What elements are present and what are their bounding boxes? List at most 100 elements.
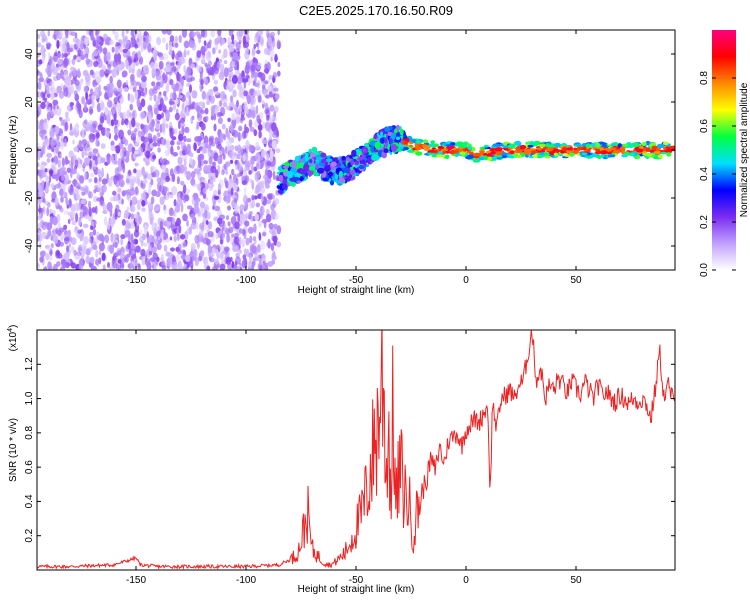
spectrogram-cell	[422, 145, 431, 149]
spectrogram-cell	[150, 178, 154, 186]
spectrogram-cell	[242, 103, 248, 111]
spectrogram-cell	[121, 155, 125, 165]
spectrogram-cell	[103, 216, 107, 226]
colorbar-tick-label: 0.0	[699, 263, 710, 277]
spectrogram-cell	[71, 220, 77, 226]
spectrogram-cell	[269, 150, 274, 160]
spectrogram-cell	[40, 102, 46, 110]
spectrogram-cell	[239, 262, 242, 269]
spectrogram-cell	[147, 113, 153, 122]
spectrogram-cell	[60, 196, 64, 203]
spectrogram-cell	[47, 261, 52, 270]
spectrogram-cell	[52, 216, 58, 226]
spectrogram-cell	[252, 57, 256, 63]
spectrogram-cell	[210, 165, 217, 174]
spectrogram-cell	[242, 78, 249, 83]
spectrogram-cell	[155, 100, 159, 107]
spectrogram-cell	[136, 37, 140, 43]
spectrogram-cell	[364, 157, 367, 161]
spectrogram-cell	[181, 78, 184, 87]
spectrogram-cell	[215, 105, 220, 112]
spectrogram-cell	[75, 182, 81, 187]
spectrogram-cell	[61, 47, 65, 53]
spectrogram-cell	[221, 123, 226, 130]
spectrogram-cell	[188, 95, 192, 106]
spectrogram-cell	[75, 38, 81, 49]
spectrogram-cell	[611, 142, 616, 147]
spectrogram-cell	[159, 55, 165, 61]
spectrogram-cell	[268, 74, 271, 83]
spectrogram-cell	[272, 131, 277, 139]
spectrogram-cell	[257, 243, 261, 253]
spectrogram-cell	[97, 58, 103, 69]
spectrogram-cell	[403, 146, 409, 151]
spectrogram-cell	[566, 147, 574, 151]
spectrogram-cell	[83, 85, 88, 93]
spectrogram-cell	[635, 148, 644, 153]
spectrogram-cell	[183, 158, 187, 167]
spectrogram-cell	[98, 250, 102, 256]
spectrogram-cell	[179, 117, 185, 124]
spectrogram-cell	[253, 129, 258, 137]
spectrogram-cell	[233, 204, 240, 214]
spectrogram-cell	[178, 133, 184, 142]
spectrogram-cell	[37, 42, 42, 48]
spectrogram-cell	[238, 236, 242, 246]
spectrogram-cell	[59, 188, 64, 197]
spectrogram-cell	[133, 168, 137, 174]
spectrogram-cell	[483, 144, 489, 148]
spectrogram-cell	[169, 92, 175, 101]
spectrogram-cell	[63, 252, 70, 260]
spectrogram-cell	[110, 140, 115, 147]
spectrogram-cell	[148, 207, 153, 217]
spectrogram-xtick-label: -150	[126, 275, 146, 286]
spectrogram-cell	[47, 202, 51, 208]
spectrogram-cell	[74, 226, 78, 231]
spectrogram-cell	[268, 223, 275, 228]
spectrogram-cell	[55, 106, 62, 117]
spectrogram-cell	[272, 250, 276, 259]
spectrogram-cell	[491, 157, 497, 161]
spectrogram-cell	[84, 150, 88, 157]
spectrogram-cell	[64, 121, 69, 132]
spectrogram-cell	[198, 255, 203, 262]
spectrogram-cell	[204, 142, 208, 149]
spectrogram-cell	[164, 95, 168, 101]
spectrogram-cell	[106, 83, 110, 93]
snr-line	[37, 330, 675, 570]
spectrogram-cell	[130, 73, 135, 82]
spectrogram-cell	[165, 42, 169, 51]
spectrogram-cell	[325, 174, 329, 179]
spectrogram-cell	[253, 80, 256, 86]
spectrogram-cell	[106, 52, 111, 62]
spectrogram-cell	[128, 169, 131, 176]
spectrogram-cell	[37, 162, 40, 168]
spectrogram-cell	[200, 78, 204, 86]
spectrogram-cell	[107, 99, 113, 108]
spectrogram-cell	[37, 150, 41, 161]
spectrogram-cell	[390, 144, 398, 152]
spectrogram-cell	[83, 185, 89, 192]
spectrogram-cell	[318, 162, 325, 167]
spectrogram-cell	[114, 167, 120, 176]
spectrogram-cell	[42, 206, 46, 215]
spectrogram-cell	[110, 232, 114, 243]
spectrogram-cell	[121, 198, 124, 205]
spectrogram-cell	[58, 205, 63, 210]
spectrogram-cell	[53, 235, 59, 244]
spectrogram-cell	[237, 83, 243, 91]
spectrogram-cell	[237, 159, 240, 170]
spectrogram-cell	[202, 237, 209, 245]
spectrogram-cell	[638, 145, 644, 150]
spectrogram-cell	[205, 220, 209, 225]
spectrogram-cell	[600, 150, 608, 155]
spectrogram-cell	[221, 169, 225, 176]
spectrogram-cell	[158, 184, 165, 193]
spectrogram-cell	[129, 104, 134, 111]
spectrogram-cell	[263, 90, 268, 97]
spectrogram-cell	[428, 143, 436, 148]
spectrogram-cell	[197, 173, 202, 178]
spectrogram-cell	[445, 144, 453, 147]
spectrogram-cell	[42, 221, 49, 226]
spectrogram-cell	[178, 224, 182, 234]
